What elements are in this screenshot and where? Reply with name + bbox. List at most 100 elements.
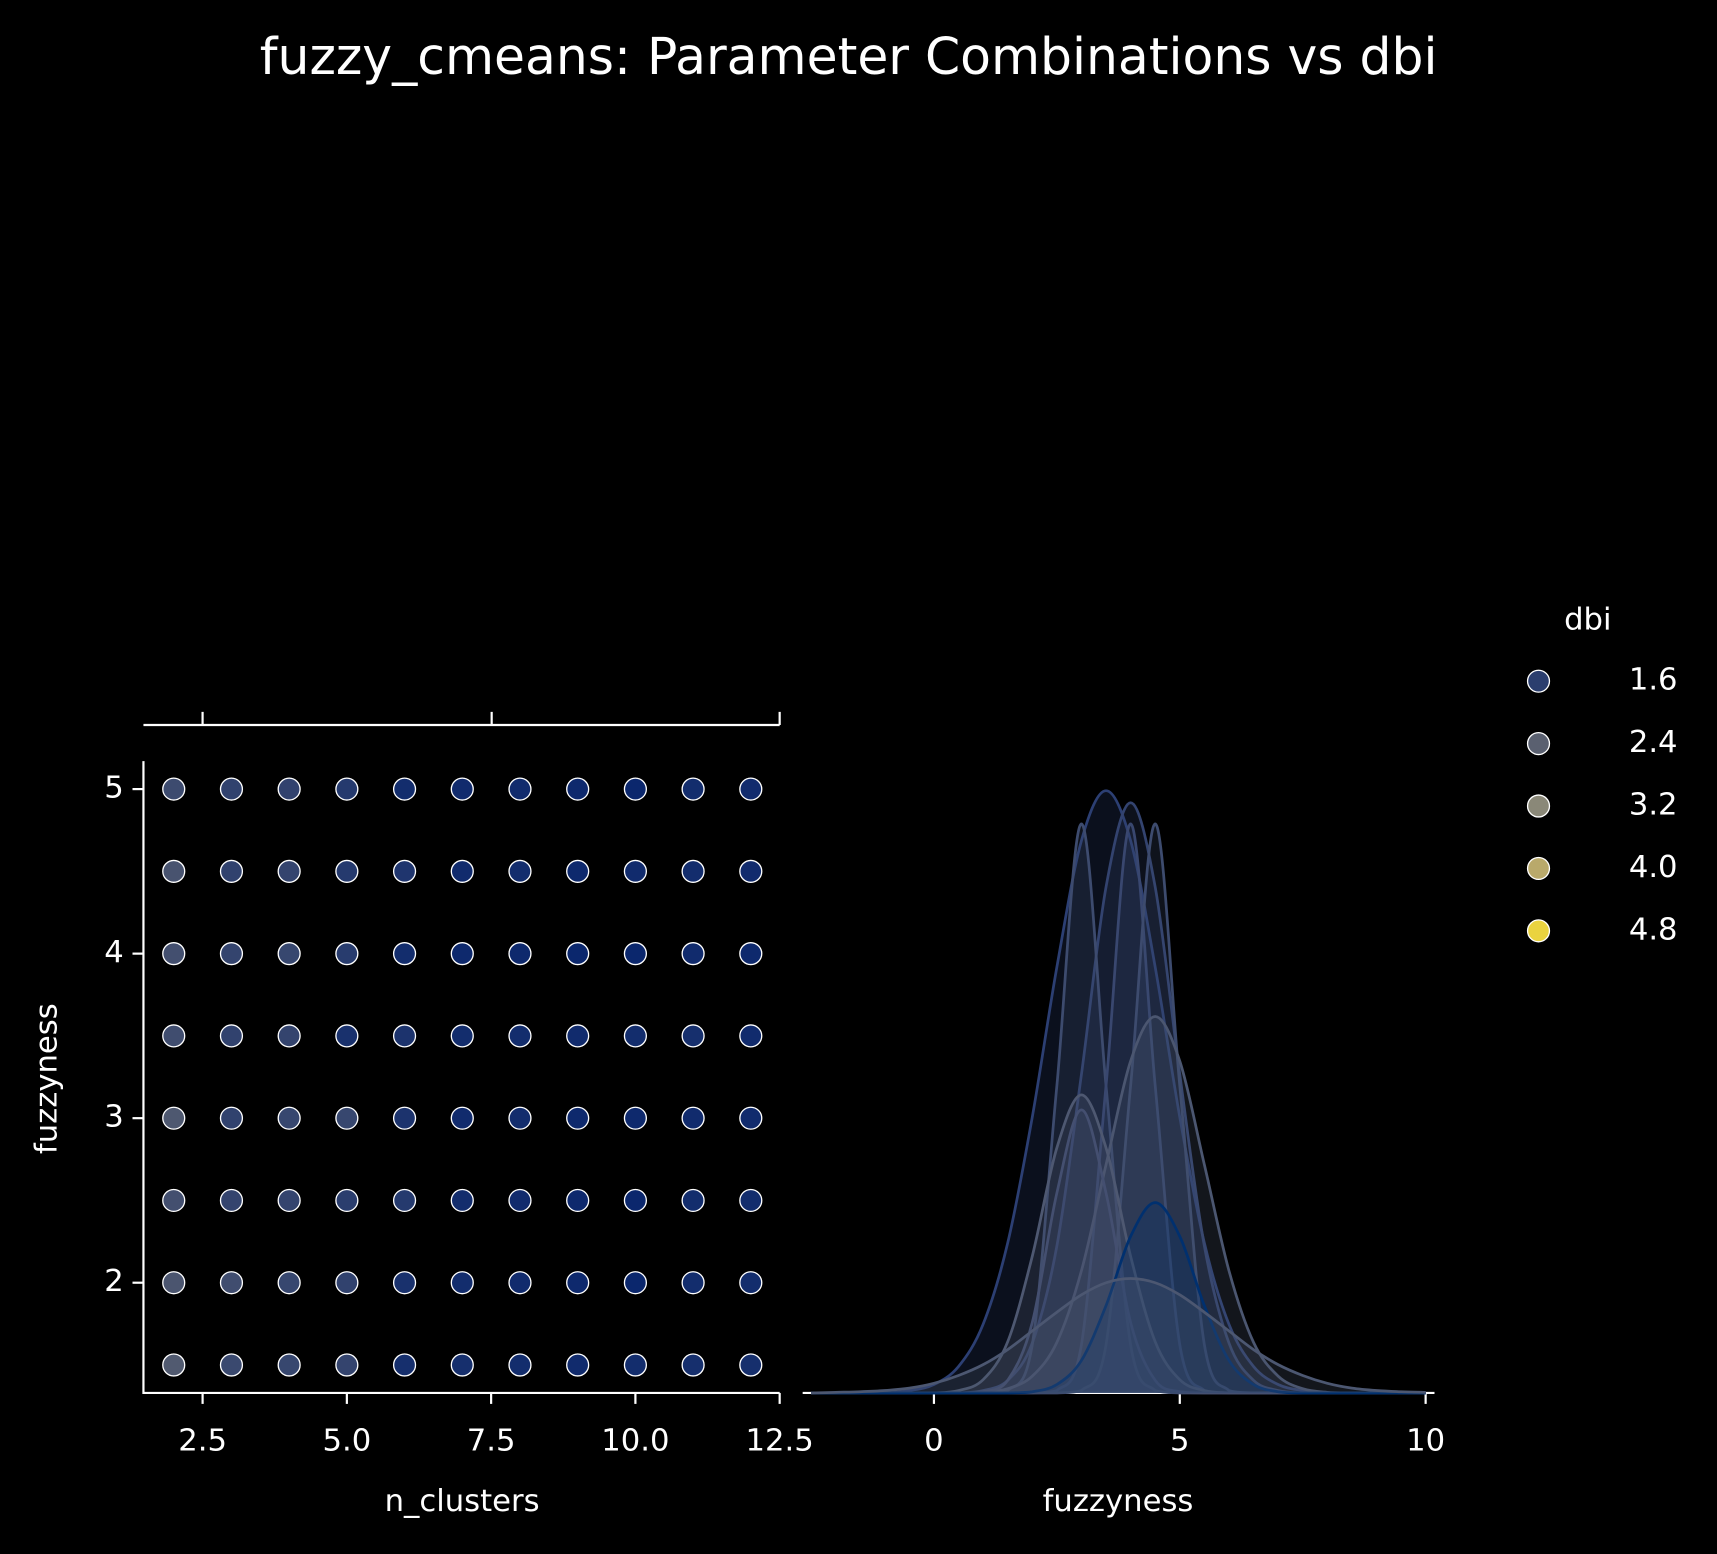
point	[681, 1024, 705, 1048]
legend-label: 4.8	[1629, 912, 1678, 947]
point	[566, 1024, 590, 1048]
point	[739, 942, 763, 966]
point	[162, 1271, 186, 1295]
y-tick-label: 2	[104, 1264, 124, 1299]
point	[277, 1106, 301, 1130]
point	[219, 1271, 244, 1295]
point	[162, 942, 186, 966]
point	[277, 1271, 301, 1295]
point	[219, 942, 244, 966]
point	[335, 1106, 359, 1130]
x-tick-label: 2.5	[178, 1424, 227, 1459]
point	[219, 1188, 244, 1213]
point	[566, 1188, 590, 1213]
point	[392, 1353, 417, 1377]
point	[681, 1271, 705, 1295]
point	[335, 859, 359, 883]
point	[162, 777, 186, 801]
point	[681, 777, 705, 801]
point	[162, 1106, 186, 1130]
point	[335, 777, 359, 801]
point	[566, 859, 590, 883]
kde-area	[811, 1278, 1426, 1393]
point	[277, 1188, 301, 1213]
point	[623, 1024, 648, 1048]
kde-area	[811, 802, 1426, 1393]
x-tick-label: 7.5	[467, 1424, 516, 1459]
point	[392, 1106, 417, 1130]
point	[566, 1353, 590, 1377]
point	[623, 1106, 648, 1130]
legend-marker	[1526, 919, 1551, 943]
kde-line	[811, 1201, 1426, 1395]
point	[277, 859, 301, 883]
point	[566, 1106, 590, 1130]
legend-marker	[1526, 669, 1551, 693]
point	[277, 1353, 301, 1377]
point	[450, 1353, 474, 1377]
point	[623, 942, 648, 966]
legend-label: 3.2	[1629, 788, 1678, 823]
legend-label: 4.0	[1629, 850, 1678, 885]
kde-line	[810, 1277, 1426, 1395]
legend-marker	[1526, 856, 1551, 881]
point	[450, 942, 474, 966]
point	[681, 1106, 705, 1130]
point	[392, 1188, 417, 1213]
kde-area	[811, 1109, 1426, 1393]
point	[508, 1024, 532, 1048]
y-axis-label: fuzzyness	[30, 1003, 65, 1154]
point	[219, 1353, 244, 1377]
point	[450, 1106, 474, 1130]
point	[508, 777, 532, 801]
point	[335, 1188, 359, 1213]
point	[162, 859, 186, 883]
point	[508, 859, 532, 883]
point	[681, 1188, 705, 1213]
point	[508, 1106, 532, 1130]
point	[219, 1024, 244, 1048]
point	[566, 1271, 590, 1295]
point	[162, 1188, 186, 1213]
point	[277, 942, 301, 966]
kde-area	[811, 1202, 1426, 1393]
kde-area	[811, 790, 1426, 1393]
point	[623, 777, 648, 801]
point	[335, 942, 359, 966]
point	[277, 777, 301, 801]
legend-label: 2.4	[1629, 725, 1678, 760]
y-tick-label: 4	[104, 935, 124, 970]
x-axis-label: n_clusters	[385, 1484, 540, 1519]
point	[739, 1024, 763, 1048]
point	[162, 1024, 186, 1048]
legend-title: dbi	[1564, 602, 1611, 637]
point	[392, 777, 417, 801]
point	[508, 1353, 532, 1377]
point	[219, 859, 244, 883]
point	[623, 1271, 648, 1295]
x-tick-label: 0	[924, 1424, 944, 1459]
x-tick-label: 10	[1406, 1424, 1445, 1459]
point	[219, 1106, 244, 1130]
point	[335, 1271, 359, 1295]
legend-label: 1.6	[1629, 663, 1678, 698]
point	[739, 1271, 763, 1295]
legend-marker	[1526, 731, 1551, 756]
x-tick-label: 10.0	[601, 1424, 669, 1459]
point	[162, 1353, 186, 1377]
axis-spine	[142, 761, 780, 1395]
y-tick-label: 3	[104, 1100, 124, 1135]
point	[623, 1353, 648, 1377]
point	[450, 859, 474, 883]
point	[277, 1024, 301, 1048]
legend-marker	[1526, 794, 1551, 818]
x-tick-label: 12.5	[746, 1424, 814, 1459]
point	[566, 942, 590, 966]
x-tick-label: 5	[1170, 1424, 1190, 1459]
point	[739, 1188, 763, 1213]
point	[681, 942, 705, 966]
point	[392, 859, 417, 883]
point	[681, 1353, 705, 1377]
